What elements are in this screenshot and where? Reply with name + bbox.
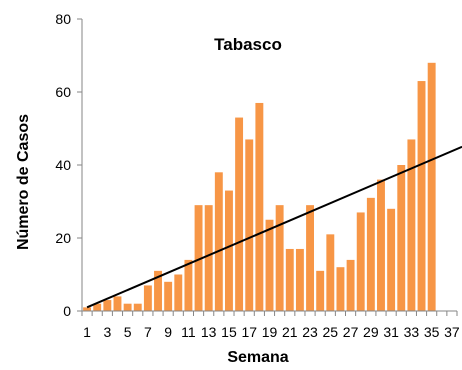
trendline-group [86,145,462,309]
bar-semana-4 [113,296,122,311]
x-tick-label: 21 [282,324,298,340]
x-tick-label: 19 [262,324,278,340]
bars-group [83,62,436,311]
x-tick-labels: 1 3 5 7 9 11 13 15 17 19 21 23 25 27 29 31 33 35 37 [83,324,460,340]
bar-semana-1 [83,307,92,311]
y-axis-title: Número de Casos [15,114,32,250]
x-tick-label: 23 [302,324,318,340]
bar-semana-35 [427,62,436,311]
bar-semana-32 [397,165,406,311]
y-tick-labels: 0 20 40 60 80 [55,11,71,319]
bar-semana-17 [245,139,254,311]
x-tick-label: 1 [83,324,91,340]
bar-semana-34 [417,81,426,311]
bar-semana-27 [346,259,355,311]
x-tick-label: 35 [424,324,440,340]
x-tick-label: 11 [181,324,196,340]
x-tick-label: 33 [404,324,420,340]
bar-semana-10 [174,274,183,311]
bar-semana-5 [123,303,132,311]
x-tick-label: 7 [144,324,152,340]
x-tick-label: 31 [383,324,399,340]
bar-semana-20 [275,205,284,311]
x-tick-label: 25 [323,324,339,340]
bar-semana-15 [225,190,233,311]
bar-semana-23 [306,205,314,311]
x-tick-label: 13 [201,324,217,340]
bar-semana-25 [326,234,335,311]
bar-semana-19 [265,219,274,311]
x-tick-label: 37 [444,324,460,340]
x-axis-title: Semana [227,349,288,366]
bar-semana-21 [285,248,294,311]
x-tick-label: 29 [363,324,379,340]
y-tick-label: 0 [63,303,71,319]
x-tick-label: 3 [103,324,111,340]
trendline [86,145,462,309]
bar-semana-22 [295,248,304,311]
bar-semana-13 [204,205,213,311]
bar-semana-28 [356,212,365,311]
bar-semana-11 [184,259,193,311]
bar-semana-12 [194,205,203,311]
bar-semana-29 [366,197,375,311]
bar-semana-7 [143,285,152,311]
x-tick-label: 5 [124,324,132,340]
bar-semana-26 [336,267,345,311]
bar-semana-33 [407,139,416,311]
x-tick-label: 27 [343,324,359,340]
x-tick-label: 9 [164,324,172,340]
y-tick-label: 20 [55,230,71,246]
bar-semana-14 [214,172,223,311]
x-tick-label: 17 [241,324,257,340]
chart-title: Tabasco [214,35,282,54]
bar-semana-2 [93,303,102,311]
bar-semana-31 [387,208,396,311]
bar-semana-6 [133,303,142,311]
bar-semana-3 [103,300,112,311]
bar-semana-30 [377,179,385,311]
bar-semana-8 [154,270,162,311]
bar-semana-16 [235,117,244,311]
y-tick-label: 60 [55,84,71,100]
y-tick-label: 40 [55,157,71,173]
axes-group [77,18,458,316]
y-tick-label: 80 [55,11,71,27]
bar-semana-18 [255,102,264,311]
bar-semana-9 [164,281,173,311]
x-tick-label: 15 [221,324,237,340]
bar-semana-24 [316,270,325,311]
